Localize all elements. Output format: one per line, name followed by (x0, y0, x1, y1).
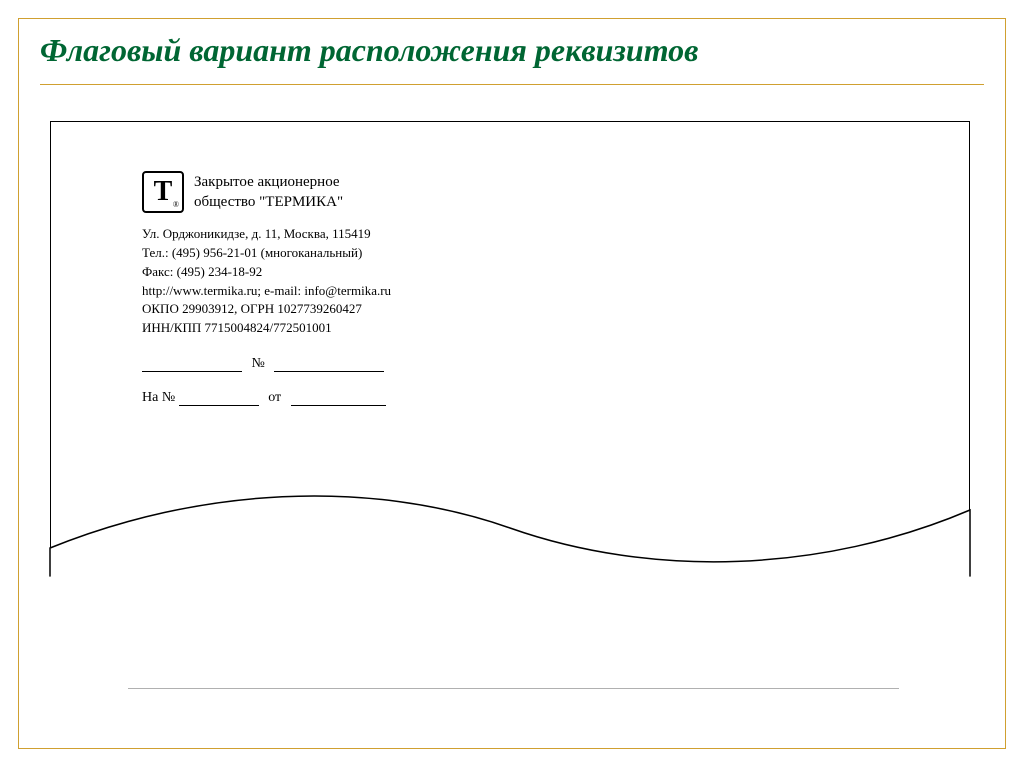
doc-border-top (50, 121, 970, 122)
document-sample: Т ® Закрытое акционерное общество "ТЕРМИ… (50, 121, 970, 576)
phone-line: Тел.: (495) 956-21-01 (многоканальный) (142, 244, 502, 263)
contact-details: Ул. Орджоникидзе, д. 11, Москва, 115419 … (142, 225, 502, 338)
logo-letter: Т (154, 178, 173, 206)
web-line: http://www.termika.ru; e-mail: info@term… (142, 282, 502, 301)
org-name-line2: общество "ТЕРМИКА" (194, 192, 343, 212)
okpo-line: ОКПО 29903912, ОГРН 1027739260427 (142, 300, 502, 319)
ref-number-field-blank (179, 392, 259, 406)
registration-number-line: № (142, 356, 502, 372)
torn-edge-wave (48, 478, 972, 578)
org-name-line1: Закрытое акционерное (194, 172, 343, 192)
fax-line: Факс: (495) 234-18-92 (142, 263, 502, 282)
letterhead-block: Т ® Закрытое акционерное общество "ТЕРМИ… (142, 171, 502, 406)
number-label: № (252, 356, 265, 371)
reference-number-line: На № от (142, 390, 502, 406)
organization-header: Т ® Закрытое акционерное общество "ТЕРМИ… (142, 171, 502, 213)
ref-date-field-blank (291, 392, 386, 406)
number-field-blank (274, 358, 384, 372)
date-field-blank (142, 358, 242, 372)
ref-from-label: от (268, 390, 281, 405)
footer-line (128, 688, 899, 689)
inn-line: ИНН/КПП 7715004824/772501001 (142, 319, 502, 338)
address-line: Ул. Орджоникидзе, д. 11, Москва, 115419 (142, 225, 502, 244)
ref-prefix-label: На № (142, 390, 175, 405)
company-logo: Т ® (142, 171, 184, 213)
title-underline (40, 84, 984, 85)
organization-name: Закрытое акционерное общество "ТЕРМИКА" (194, 172, 343, 213)
slide-title: Флаговый вариант расположения реквизитов (40, 32, 984, 69)
registered-icon: ® (173, 200, 179, 209)
